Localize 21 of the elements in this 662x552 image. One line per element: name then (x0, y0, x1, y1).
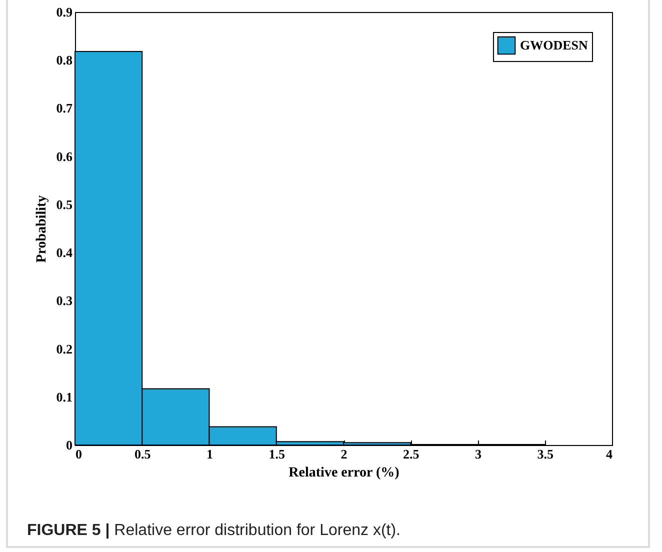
x-tick-label: 0.5 (134, 446, 152, 462)
x-tick-label: 3 (475, 446, 482, 462)
y-tick-label: 0.2 (56, 341, 72, 356)
y-tick-label: 0.9 (56, 4, 73, 20)
x-tick-label: 4 (606, 446, 613, 462)
y-tick-label: 0.3 (56, 293, 73, 308)
caption: FIGURE 5 | Relative error distribution for Lorenz x(t). (27, 522, 400, 540)
x-axis-title: Relative error (%) (288, 466, 400, 480)
y-tick-label: 0.8 (56, 52, 73, 68)
x-tick-label: 1 (206, 446, 213, 462)
y-tick-label: 0.1 (56, 389, 72, 404)
x-tick-label: 1.5 (268, 446, 286, 462)
y-axis-title: Probability (34, 195, 50, 263)
y-tick-label: 0.7 (56, 100, 73, 116)
x-tick-label: 2 (340, 446, 348, 462)
y-tick-label: 0.5 (56, 196, 73, 212)
x-tick-label: 3.5 (537, 446, 554, 462)
y-tick-label: 0.6 (56, 148, 73, 164)
x-tick-label: 2.5 (403, 446, 420, 462)
y-tick-label: 0.4 (56, 245, 73, 260)
legend-label: GWODESN (520, 38, 589, 52)
